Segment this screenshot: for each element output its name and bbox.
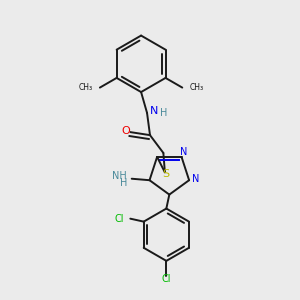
Text: Cl: Cl xyxy=(162,274,171,284)
Text: NH: NH xyxy=(112,171,127,181)
Text: Cl: Cl xyxy=(115,214,124,224)
Text: O: O xyxy=(121,126,130,136)
Text: H: H xyxy=(160,108,167,118)
Text: CH₃: CH₃ xyxy=(78,83,92,92)
Text: N: N xyxy=(150,106,159,116)
Text: N: N xyxy=(180,148,188,158)
Text: N: N xyxy=(192,174,199,184)
Text: CH₃: CH₃ xyxy=(190,83,204,92)
Text: H: H xyxy=(120,178,127,188)
Text: S: S xyxy=(162,169,169,179)
